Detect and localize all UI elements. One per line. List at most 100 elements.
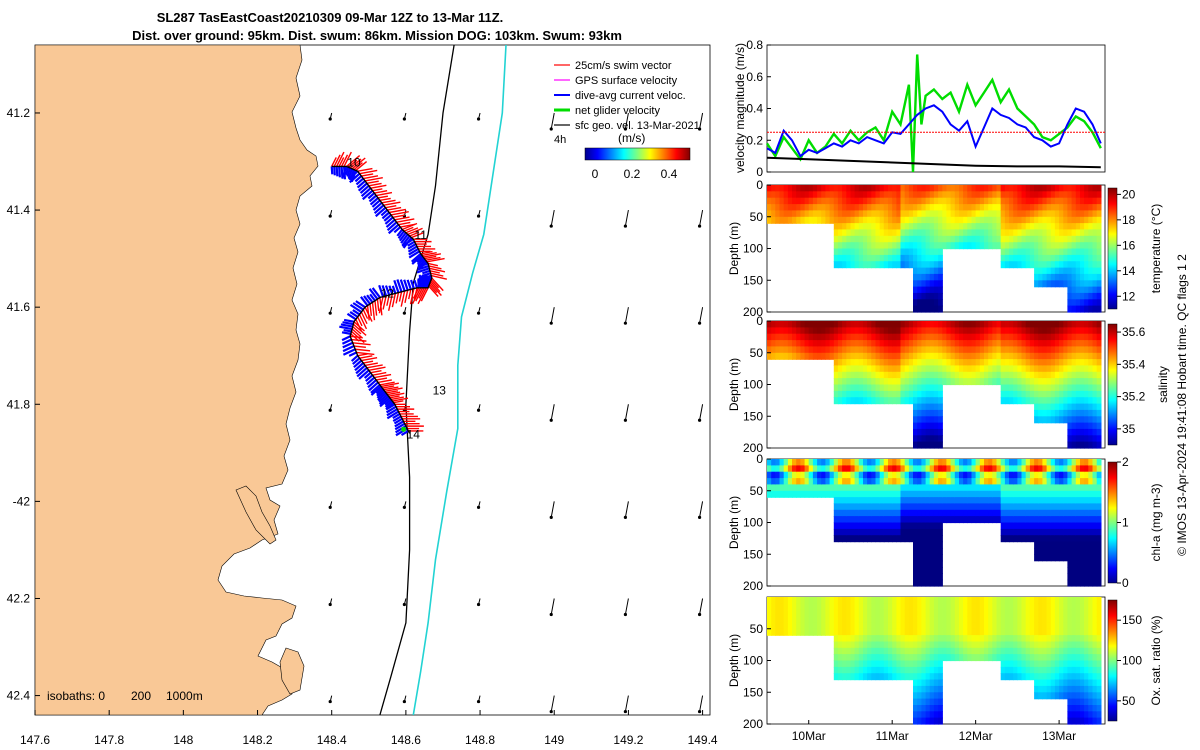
chl-a-cell: [883, 522, 889, 530]
chl-a-cell: [850, 522, 856, 530]
temperature-cell: [767, 216, 772, 224]
temperature-cell: [1088, 216, 1094, 224]
temperature-cell: [900, 185, 906, 192]
chl-a-cell: [979, 484, 985, 492]
temperature-cell: [1025, 191, 1031, 199]
temperature-cell: [1000, 185, 1006, 192]
oxygen-cell: [975, 616, 981, 623]
salinity-cell: [992, 321, 998, 328]
salinity-cell: [1021, 365, 1027, 373]
temperature-cell: [1096, 286, 1102, 294]
chl-a-cell: [1017, 484, 1023, 492]
chl-a-cell: [879, 490, 885, 498]
oxygen-cell: [1009, 635, 1014, 643]
salinity-cell: [1092, 428, 1098, 436]
swim-vector: [352, 326, 362, 335]
salinity-cell: [925, 352, 931, 360]
oxygen-cell: [817, 622, 822, 630]
oxygen-cell: [892, 609, 897, 617]
temperature-cell: [1000, 204, 1006, 212]
sfc-current-arrowhead: [476, 602, 481, 607]
oxygen-cell: [833, 660, 839, 668]
salinity-cell: [1050, 397, 1056, 405]
salinity-cell: [1088, 409, 1094, 417]
salinity-ylabel: Depth (m): [727, 358, 741, 411]
chl-a-cell: [917, 579, 922, 587]
salinity-ctick-label: 35.4: [1122, 357, 1146, 371]
oxygen-cell: [938, 616, 943, 623]
swim-vector: [376, 299, 380, 312]
oxygen-cell: [1042, 679, 1048, 687]
temperature-cell: [984, 185, 989, 192]
oxygen-cell: [1080, 705, 1085, 712]
salinity-cell: [1088, 327, 1094, 335]
chl-a-cell: [1029, 490, 1035, 498]
swim-vector: [417, 287, 427, 305]
oxygen-cell: [929, 717, 935, 725]
chl-a-cell: [808, 459, 814, 466]
oxygen-cell: [938, 622, 943, 630]
oxygen-cell: [1021, 660, 1027, 668]
salinity-cell: [1071, 346, 1077, 354]
temperature-cell: [883, 191, 889, 199]
salinity-cell: [1025, 321, 1031, 328]
chl-a-cell: [888, 535, 893, 543]
salinity-cell: [1067, 428, 1073, 436]
oxygen-cell: [846, 622, 852, 630]
salinity-cell: [933, 397, 939, 405]
oxygen-cell: [992, 635, 998, 643]
chl-a-cell: [1046, 528, 1052, 536]
salinity-cell: [921, 403, 927, 411]
temperature-cell: [913, 235, 918, 243]
salinity-cell: [1092, 333, 1098, 341]
salinity-cell: [1025, 384, 1031, 392]
chl-a-cell: [921, 478, 927, 486]
chl-a-cell: [925, 567, 931, 574]
chl-a-cell: [1029, 465, 1035, 473]
salinity-cell: [1096, 416, 1102, 424]
temperature-cell: [925, 216, 931, 224]
temperature-cell: [917, 191, 922, 199]
temperature-cell: [888, 185, 893, 192]
sfc-current-arrow: [550, 209, 555, 227]
salinity-cell: [1000, 397, 1006, 405]
sfc-current-arrowhead: [623, 709, 628, 714]
salinity-cell: [992, 333, 998, 341]
salinity-cell: [833, 378, 839, 386]
salinity-cell: [959, 378, 964, 386]
salinity-cell: [1034, 365, 1039, 373]
oxygen-cell: [1025, 673, 1031, 681]
salinity-cell: [996, 346, 1002, 354]
salinity-cell: [850, 352, 856, 360]
oxygen-cell: [1013, 641, 1018, 649]
chl-a-cell: [1092, 535, 1098, 543]
chl-a-cell: [875, 516, 881, 524]
chl-a-cell: [1017, 516, 1023, 524]
temperature-cell: [917, 254, 922, 262]
salinity-cell: [1071, 428, 1077, 436]
oxygen-cell: [854, 647, 860, 655]
chl-a-cell: [971, 509, 977, 517]
temperature-cell: [842, 223, 847, 231]
salinity-cell: [908, 352, 914, 360]
oxygen-cell: [1067, 628, 1073, 636]
temperature-cell: [1038, 185, 1043, 192]
oxygen-cell: [938, 705, 943, 712]
salinity-cell: [1017, 384, 1023, 392]
oxygen-cell: [1038, 628, 1043, 636]
chl-a-cell: [996, 509, 1002, 517]
temperature-cell: [925, 267, 931, 275]
chl-a-cell: [929, 465, 935, 473]
temperature-cell: [913, 286, 918, 294]
salinity-cell: [929, 321, 935, 328]
oxygen-cell: [996, 641, 1002, 649]
temperature-cell: [863, 204, 868, 212]
temperature-cell: [979, 235, 985, 243]
current-vector: [408, 247, 419, 256]
salinity-cell: [954, 327, 960, 335]
salinity-cell: [1088, 403, 1094, 411]
chl-a-cell: [796, 484, 801, 492]
oxygen-cell: [1050, 679, 1056, 687]
chl-a-cell: [858, 484, 864, 492]
chl-a-cell: [892, 459, 897, 466]
